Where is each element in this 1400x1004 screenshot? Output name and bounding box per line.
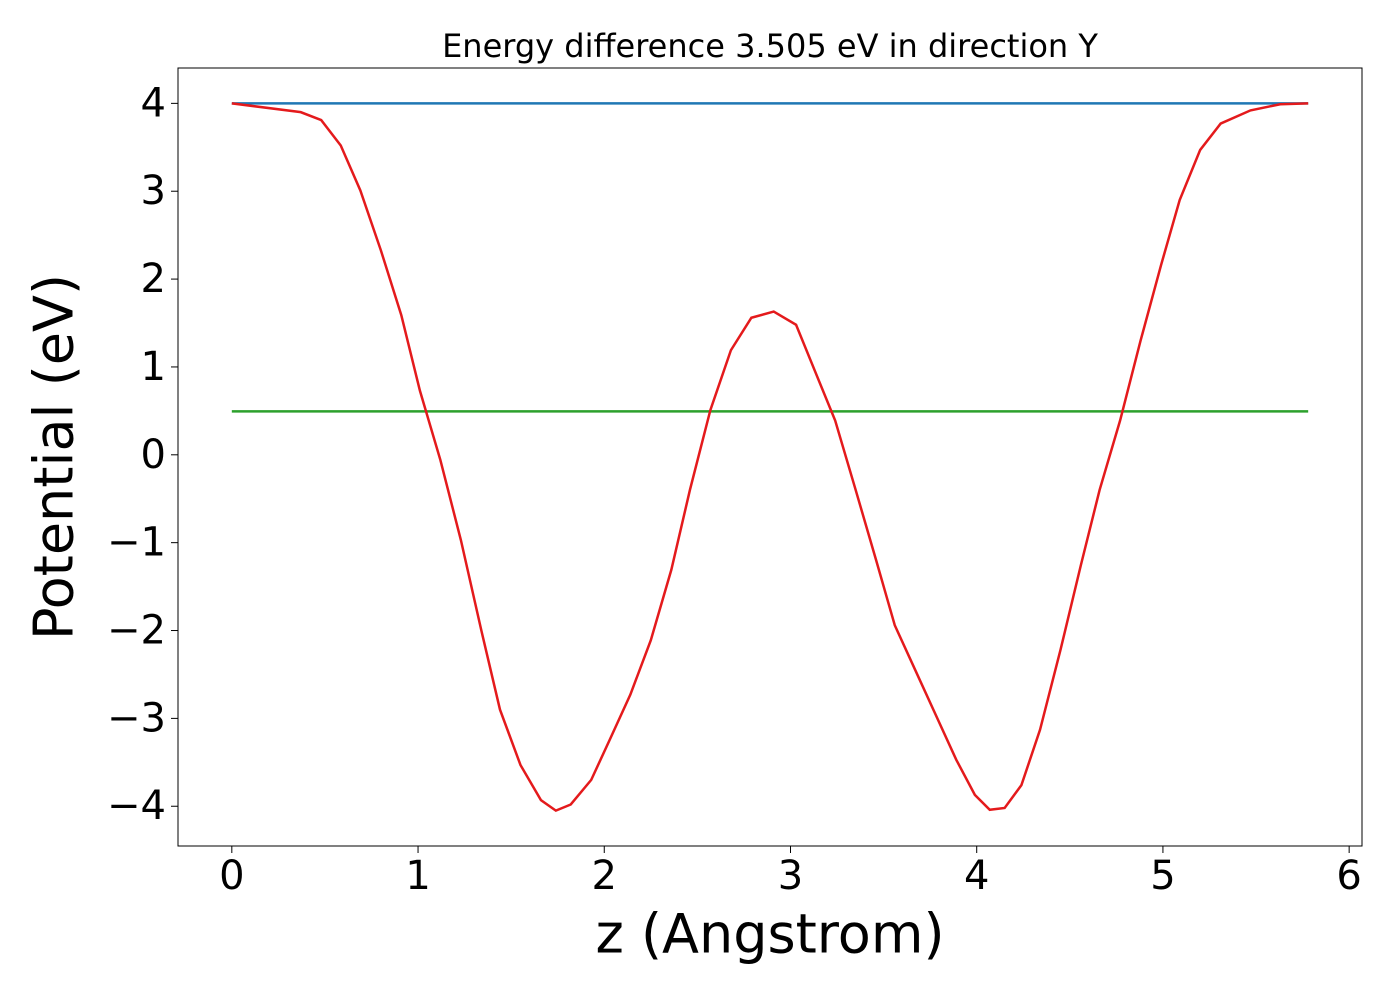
y-tick-label: 3: [141, 168, 166, 214]
y-tick-label: 0: [141, 432, 166, 478]
plot-frame: [177, 67, 1363, 847]
y-tick-label: 2: [141, 256, 166, 302]
x-tick-label: 5: [1150, 853, 1175, 899]
y-tick-label: −3: [107, 695, 166, 741]
y-tick-label: −1: [107, 520, 166, 566]
x-tick-label: 3: [778, 853, 803, 899]
x-axis-label: z (Angstrom): [595, 903, 944, 966]
y-tick-label: 1: [141, 344, 166, 390]
y-tick-label: 4: [141, 80, 166, 126]
y-axis-label: Potential (eV): [23, 274, 86, 640]
y-tick-label: −2: [107, 608, 166, 654]
y-tick-label: −4: [107, 783, 166, 829]
x-tick-label: 6: [1336, 853, 1361, 899]
x-tick-label: 4: [964, 853, 989, 899]
chart-title: Energy difference 3.505 eV in direction …: [442, 27, 1098, 65]
x-tick-label: 0: [219, 853, 244, 899]
x-tick-label: 1: [405, 853, 430, 899]
x-tick-label: 2: [592, 853, 617, 899]
series-line: [231, 102, 1309, 813]
